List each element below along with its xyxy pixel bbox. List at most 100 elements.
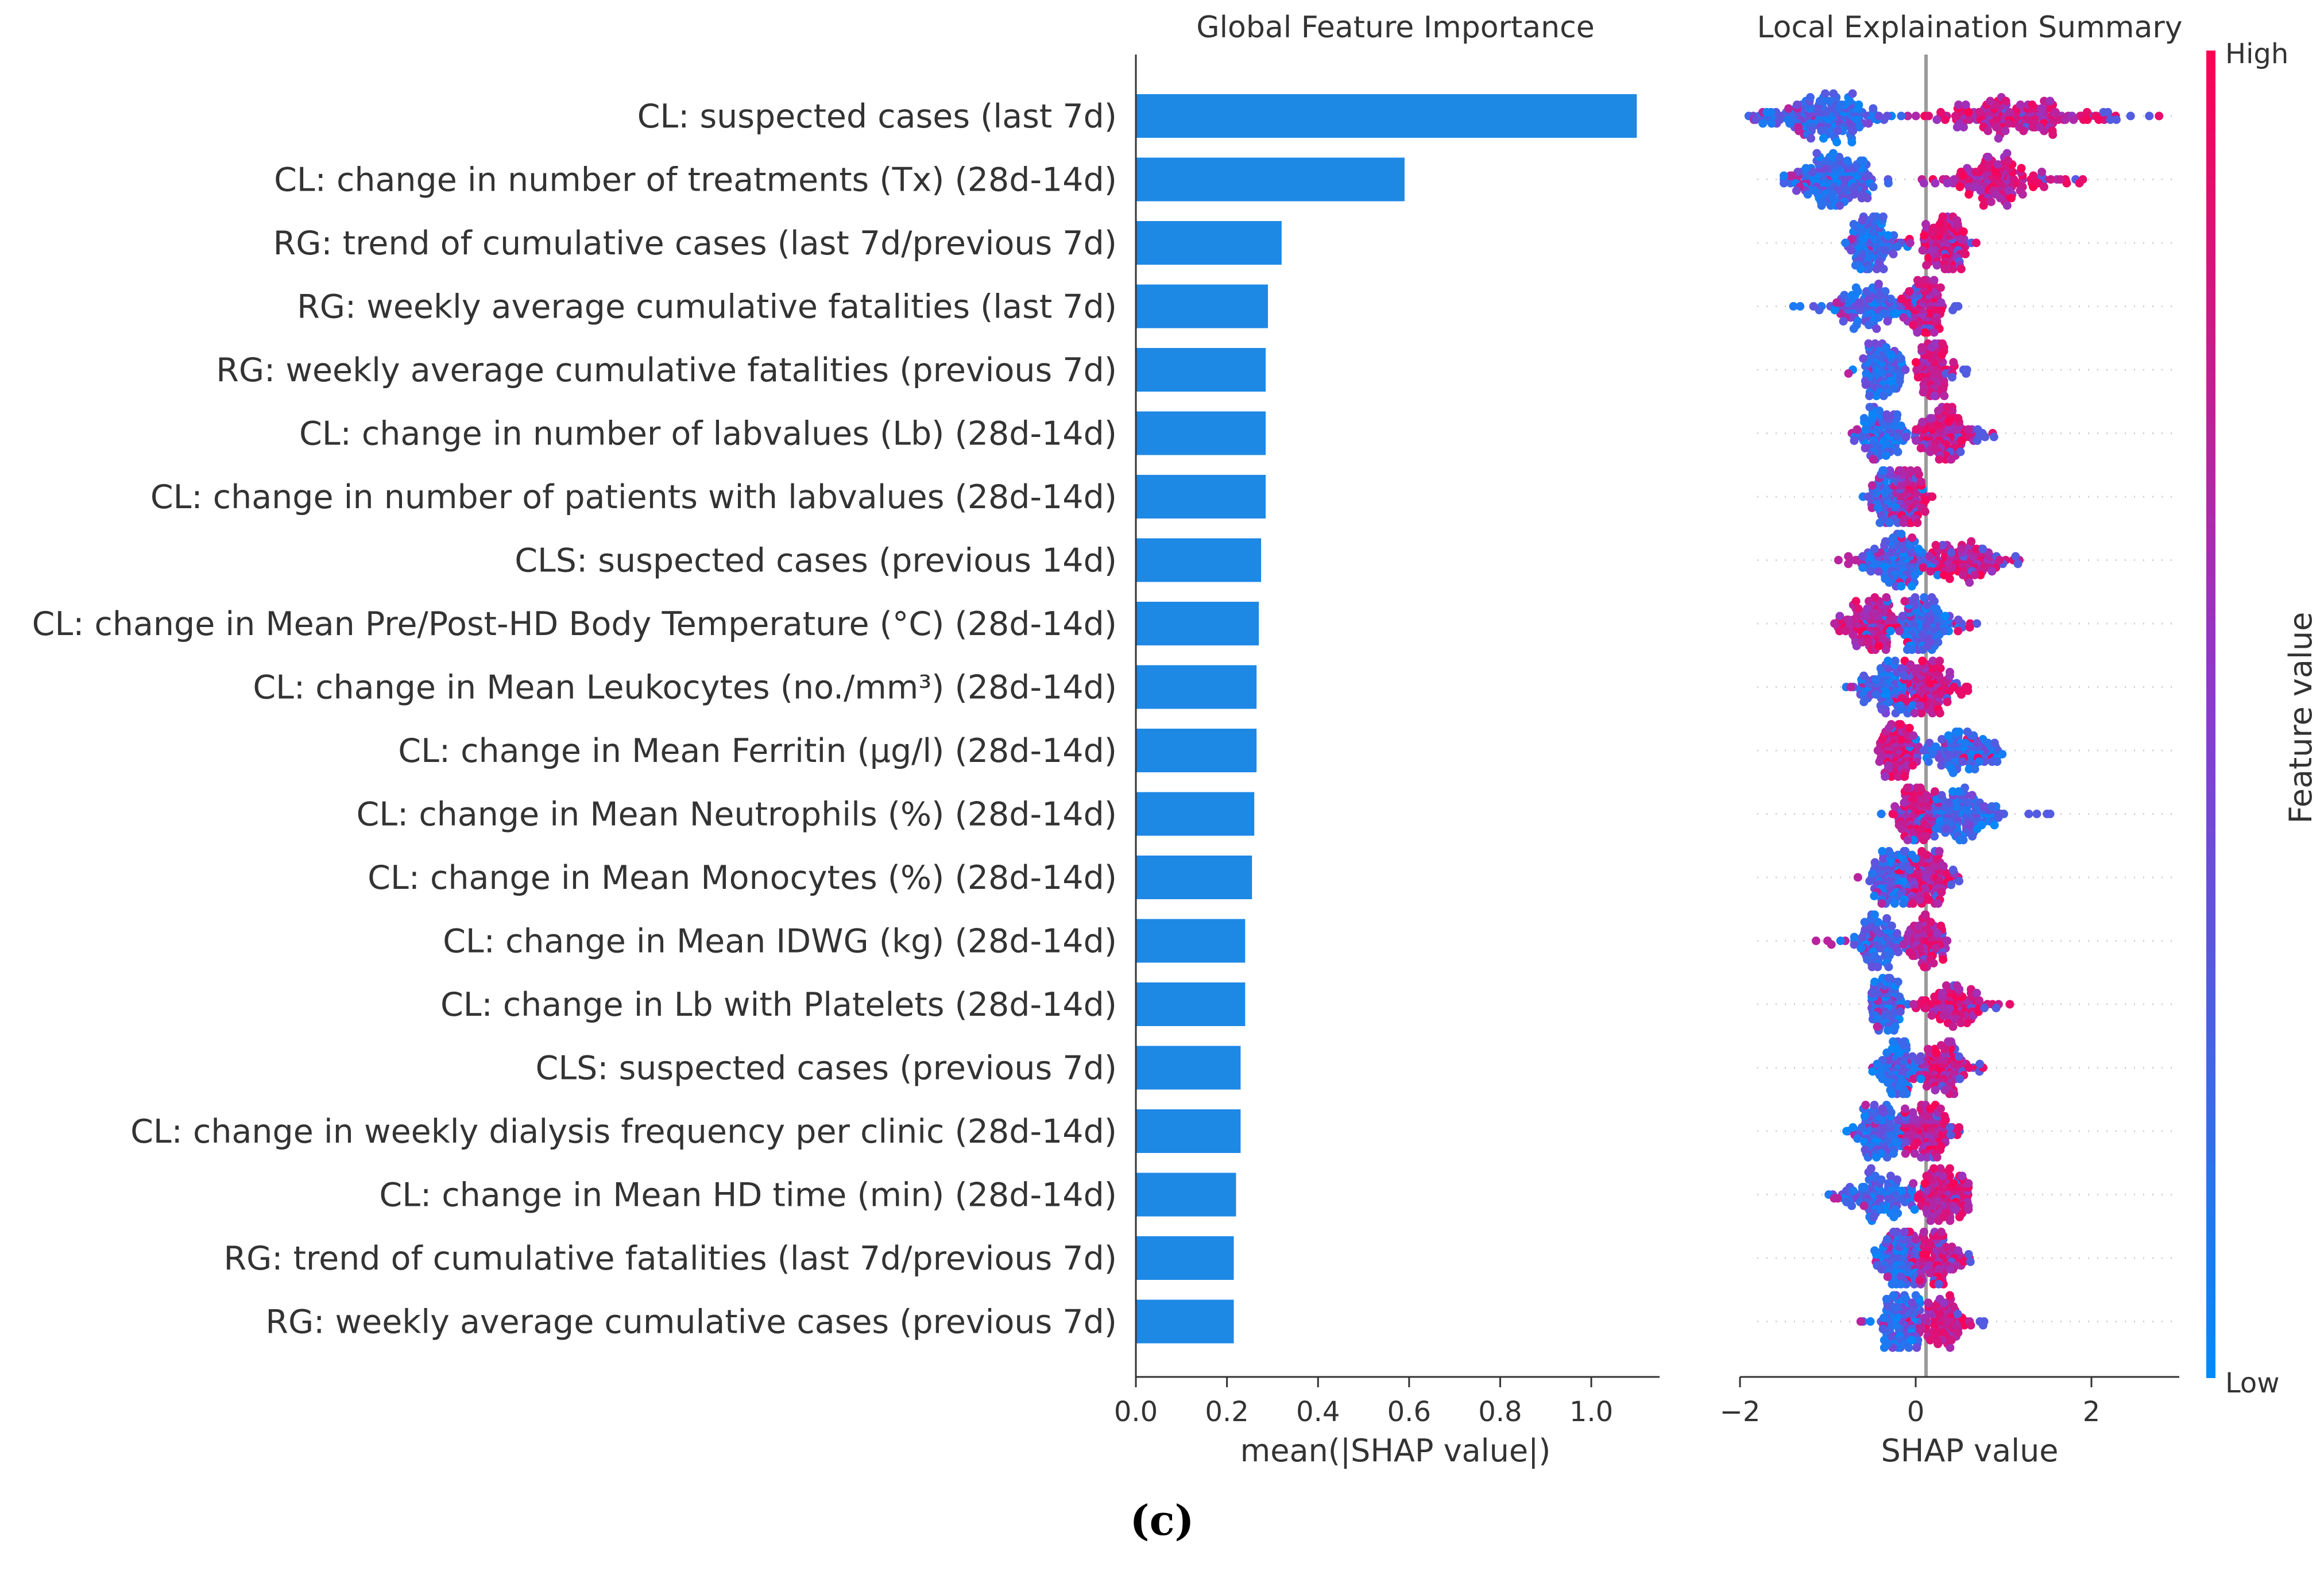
- shap-point: [1886, 850, 1896, 860]
- shap-point: [1924, 1239, 1934, 1248]
- shap-point: [1881, 451, 1890, 460]
- shap-point: [1972, 544, 1981, 554]
- shap-point: [1882, 914, 1892, 923]
- shap-point: [1849, 324, 1858, 333]
- shap-point: [1877, 810, 1886, 818]
- shap-point: [1946, 1343, 1955, 1352]
- shap-point: [1849, 126, 1858, 136]
- shap-point: [1900, 847, 1909, 856]
- shap-point: [1987, 567, 1997, 576]
- shap-point: [1873, 746, 1882, 755]
- bar-x-tick-label: 0.8: [1478, 1396, 1522, 1428]
- shap-point: [1940, 1086, 1950, 1094]
- shap-point: [1932, 1153, 1942, 1162]
- shap-point: [1978, 544, 1987, 554]
- feature-label: CL: change in number of labvalues (Lb) (…: [299, 415, 1117, 453]
- shap-point: [1874, 280, 1883, 288]
- shap-point: [1909, 1000, 1918, 1009]
- shap-point: [1908, 1298, 1917, 1307]
- shap-point: [1844, 369, 1853, 378]
- shap-point: [1898, 612, 1907, 621]
- shap-point: [1871, 675, 1880, 684]
- shap-point: [1884, 656, 1893, 665]
- shap-point: [1942, 369, 1951, 378]
- shap-point: [1952, 123, 1962, 131]
- shap-point: [1938, 541, 1947, 550]
- shap-point: [1956, 447, 1965, 456]
- feature-label: CL: change in number of treatments (Tx) …: [274, 161, 1117, 199]
- shap-point: [2103, 108, 2113, 117]
- shap-point: [1908, 1108, 1917, 1117]
- shap-point: [1911, 571, 1920, 579]
- shap-point: [1811, 937, 1820, 945]
- swarm-points: [1744, 89, 2164, 1352]
- shap-point: [1842, 1198, 1851, 1206]
- shap-point: [1828, 149, 1838, 158]
- shap-point: [1938, 989, 1947, 997]
- shap-point: [1871, 690, 1881, 699]
- shap-point: [2069, 115, 2078, 124]
- shap-point: [1959, 227, 1968, 236]
- shap-point: [1909, 320, 1918, 330]
- shap-point: [1935, 656, 1944, 665]
- shap-point: [1963, 728, 1972, 736]
- shap-point: [1974, 108, 1983, 117]
- shap-point: [2028, 100, 2037, 109]
- shap-point: [1883, 317, 1892, 326]
- shap-point: [1869, 212, 1878, 221]
- shap-point: [1920, 1179, 1929, 1188]
- figure-caption: (c): [1130, 1496, 1194, 1545]
- shap-point: [1939, 1011, 1948, 1020]
- shap-point: [1944, 731, 1953, 740]
- importance-bar: [1136, 1109, 1241, 1153]
- shap-point: [1995, 556, 2004, 564]
- shap-point: [1853, 425, 1862, 434]
- shap-point: [1958, 1171, 1967, 1181]
- shap-point: [1844, 559, 1853, 568]
- importance-bar: [1136, 1046, 1241, 1090]
- shap-point: [1925, 1268, 1935, 1278]
- shap-point: [1936, 1104, 1945, 1113]
- feature-label: RG: trend of cumulative cases (last 7d/p…: [273, 225, 1117, 262]
- shap-point: [1900, 1037, 1909, 1046]
- shap-point: [1893, 772, 1902, 781]
- shap-point: [1956, 544, 1966, 554]
- shap-point: [1958, 171, 1967, 180]
- shap-point: [1844, 552, 1853, 561]
- shap-point: [1850, 940, 1859, 949]
- feature-labels: CL: suspected cases (last 7d) CL: change …: [32, 98, 1117, 1341]
- shap-point: [1801, 164, 1811, 173]
- shap-point: [1919, 388, 1928, 397]
- shap-point: [1899, 940, 1908, 949]
- importance-bar: [1136, 1299, 1234, 1344]
- shap-point: [1878, 1325, 1888, 1333]
- shap-point: [1934, 1340, 1943, 1348]
- shap-point: [1851, 597, 1861, 606]
- shap-point: [1865, 877, 1874, 885]
- shap-point: [1973, 619, 1982, 628]
- shap-point: [1849, 220, 1858, 229]
- shap-point: [1966, 1321, 1975, 1330]
- shap-point: [1846, 246, 1855, 255]
- shap-point: [1867, 504, 1877, 512]
- shap-point: [1758, 119, 1768, 128]
- shap-point: [1856, 305, 1865, 315]
- shap-point: [1897, 111, 1906, 121]
- shap-point: [1994, 134, 2003, 143]
- shap-point: [1922, 832, 1931, 841]
- shap-point: [1937, 735, 1946, 744]
- shap-point: [1935, 847, 1944, 856]
- shap-point: [1947, 548, 1956, 557]
- shap-point: [2018, 190, 2027, 199]
- shap-point: [2039, 183, 2048, 191]
- shap-point: [1971, 238, 1981, 247]
- shap-point: [1943, 403, 1952, 412]
- shap-point: [1780, 179, 1788, 188]
- shap-point: [1946, 455, 1955, 464]
- shap-point: [1990, 738, 1999, 748]
- shap-point: [1897, 529, 1906, 539]
- shap-point: [1933, 571, 1942, 579]
- shap-point: [1920, 962, 1929, 972]
- shap-point: [1884, 974, 1893, 982]
- shap-point: [1889, 533, 1898, 542]
